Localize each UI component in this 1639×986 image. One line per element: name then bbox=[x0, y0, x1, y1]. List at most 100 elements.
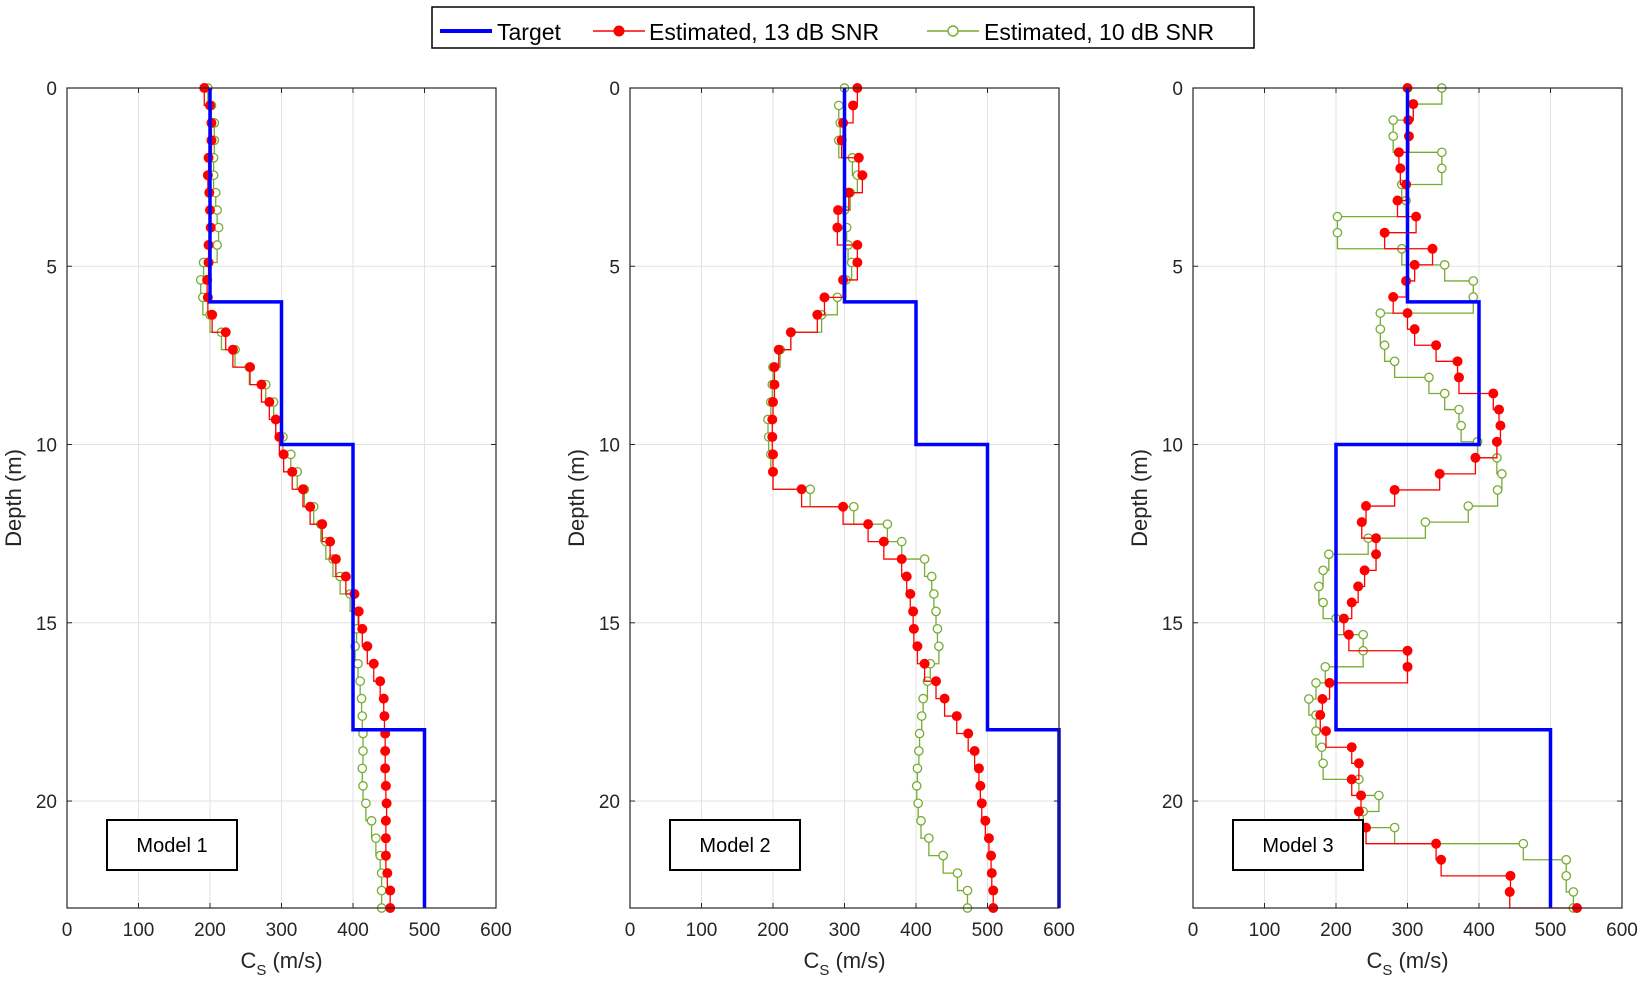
series-estimated-13db-point bbox=[1411, 211, 1422, 222]
series-estimated-13db-point bbox=[773, 344, 784, 355]
series-estimated-13db-point bbox=[1494, 404, 1505, 415]
series-estimated-13db-point bbox=[901, 571, 912, 582]
x-axis-label: CS (m/s) bbox=[240, 948, 322, 979]
series-estimated-10db-point bbox=[371, 833, 381, 844]
series-estimated-10db-point bbox=[358, 781, 368, 791]
series-estimated-13db-point bbox=[382, 868, 393, 879]
series-estimated-13db-point bbox=[769, 379, 780, 390]
series-estimated-13db-point bbox=[380, 815, 391, 826]
series-estimated-10db-line bbox=[1308, 88, 1575, 908]
panel-model-2: 0 100 200 300 400 500 600 0 5 10 15 20 Depth (m) CS (… bbox=[564, 79, 1075, 979]
series-estimated-10db-point bbox=[926, 571, 937, 582]
series-estimated-13db-point bbox=[853, 152, 864, 163]
series-estimated-10db-point bbox=[1518, 838, 1529, 849]
series-estimated-13db-point bbox=[1393, 147, 1404, 158]
y-tick-label: 20 bbox=[36, 792, 57, 813]
legend-est13-marker bbox=[613, 25, 625, 37]
series-estimated-13db-point bbox=[1402, 661, 1413, 672]
y-axis-label: Depth (m) bbox=[1127, 449, 1152, 547]
model-label: Model 2 bbox=[699, 835, 770, 857]
series-estimated-13db-point bbox=[297, 484, 308, 495]
x-tick-label: 100 bbox=[1249, 920, 1281, 941]
series-estimated-13db-point bbox=[768, 449, 778, 460]
series-estimated-13db-point bbox=[381, 798, 392, 809]
axes-frame bbox=[629, 87, 1060, 909]
series-estimated-10db-point bbox=[1320, 661, 1331, 672]
series-estimated-10db-point bbox=[1332, 227, 1343, 238]
series-estimated-13db-point bbox=[1409, 324, 1420, 335]
series-estimated-10db-point bbox=[1374, 790, 1384, 801]
series-estimated-13db-point bbox=[1505, 870, 1516, 881]
series-estimated-13db-point bbox=[1379, 227, 1390, 238]
legend-est10-label: Estimated, 10 dB SNR bbox=[984, 19, 1214, 45]
series-estimated-13db-point bbox=[796, 484, 807, 495]
series-estimated-10db-point bbox=[1420, 517, 1431, 527]
series-estimated-13db-point bbox=[375, 676, 386, 687]
series-estimated-10db-point bbox=[932, 624, 943, 634]
series-estimated-10db-point bbox=[1311, 726, 1321, 736]
x-tick-label: 300 bbox=[1392, 920, 1424, 941]
model-label-box bbox=[669, 819, 801, 871]
axes-frame bbox=[66, 87, 497, 909]
series-group bbox=[1303, 83, 1582, 913]
y-tick-label: 15 bbox=[36, 614, 57, 635]
series-estimated-13db-point bbox=[1324, 677, 1335, 688]
x-tick-label: 400 bbox=[337, 920, 369, 941]
series-estimated-13db-point bbox=[1361, 501, 1372, 512]
x-tick-label: 400 bbox=[900, 920, 932, 941]
series-estimated-10db-point bbox=[1568, 887, 1579, 897]
series-estimated-13db-point bbox=[852, 257, 863, 268]
series-estimated-13db-point bbox=[362, 641, 373, 652]
series-estimated-10db-point bbox=[1358, 629, 1369, 640]
series-estimated-13db-point bbox=[220, 327, 231, 338]
series-estimated-10db-point bbox=[882, 519, 893, 530]
y-tick-label: 5 bbox=[1172, 257, 1183, 278]
x-axis-label-unit: (m/s) bbox=[1392, 948, 1448, 973]
series-estimated-13db-point bbox=[812, 309, 823, 320]
series-estimated-13db-point bbox=[975, 780, 986, 791]
series-estimated-13db-point bbox=[963, 728, 974, 739]
series-estimated-13db-point bbox=[896, 554, 907, 565]
series-estimated-13db-point bbox=[986, 850, 997, 861]
x-tick-label: 200 bbox=[1320, 920, 1352, 941]
series-estimated-13db-point bbox=[1353, 758, 1364, 769]
y-tick-label: 0 bbox=[609, 79, 620, 100]
series-estimated-10db-point bbox=[914, 746, 924, 756]
legend: Target Estimated, 13 dB SNR Estimated, 1… bbox=[431, 6, 1255, 49]
series-estimated-10db-point bbox=[1311, 678, 1321, 688]
series-estimated-13db-point bbox=[838, 501, 849, 512]
series-estimated-10db-point bbox=[929, 589, 939, 599]
series-estimated-13db-point bbox=[368, 658, 379, 669]
series-estimated-10db-point bbox=[913, 798, 923, 809]
series-estimated-10db-point bbox=[1375, 324, 1386, 335]
series-target-line bbox=[1334, 88, 1553, 908]
series-estimated-13db-point bbox=[939, 693, 950, 704]
model-label-box bbox=[1232, 819, 1364, 871]
series-estimated-13db-point bbox=[264, 397, 275, 408]
y-tick-label: 10 bbox=[1162, 436, 1183, 457]
series-estimated-13db-point bbox=[1452, 356, 1463, 367]
y-tick-label: 5 bbox=[609, 257, 620, 278]
series-estimated-10db-point bbox=[805, 484, 816, 495]
y-tick-label: 20 bbox=[599, 792, 620, 813]
x-tick-label: 500 bbox=[1535, 920, 1567, 941]
series-estimated-10db-point bbox=[1424, 372, 1434, 383]
series-estimated-10db-point bbox=[1318, 565, 1328, 576]
series-estimated-13db-point bbox=[1434, 468, 1445, 479]
series-estimated-13db-point bbox=[1491, 436, 1502, 447]
series-estimated-10db-point bbox=[1454, 404, 1464, 415]
series-estimated-13db-point bbox=[1402, 645, 1413, 656]
series-estimated-13db-point bbox=[768, 397, 778, 408]
series-estimated-13db-point bbox=[1371, 549, 1382, 560]
series-group bbox=[763, 83, 1061, 913]
series-estimated-13db-point bbox=[1504, 886, 1515, 897]
series-estimated-10db-point bbox=[914, 728, 925, 739]
y-tick-label: 15 bbox=[599, 614, 620, 635]
series-estimated-13db-point bbox=[1389, 484, 1400, 495]
series-estimated-10db-point bbox=[357, 763, 368, 774]
series-estimated-13db-point bbox=[1408, 99, 1419, 110]
series-estimated-10db-point bbox=[1561, 854, 1572, 865]
series-estimated-13db-point bbox=[227, 344, 238, 355]
series-estimated-13db-point bbox=[919, 658, 930, 669]
series-estimated-10db-point bbox=[1456, 420, 1466, 431]
